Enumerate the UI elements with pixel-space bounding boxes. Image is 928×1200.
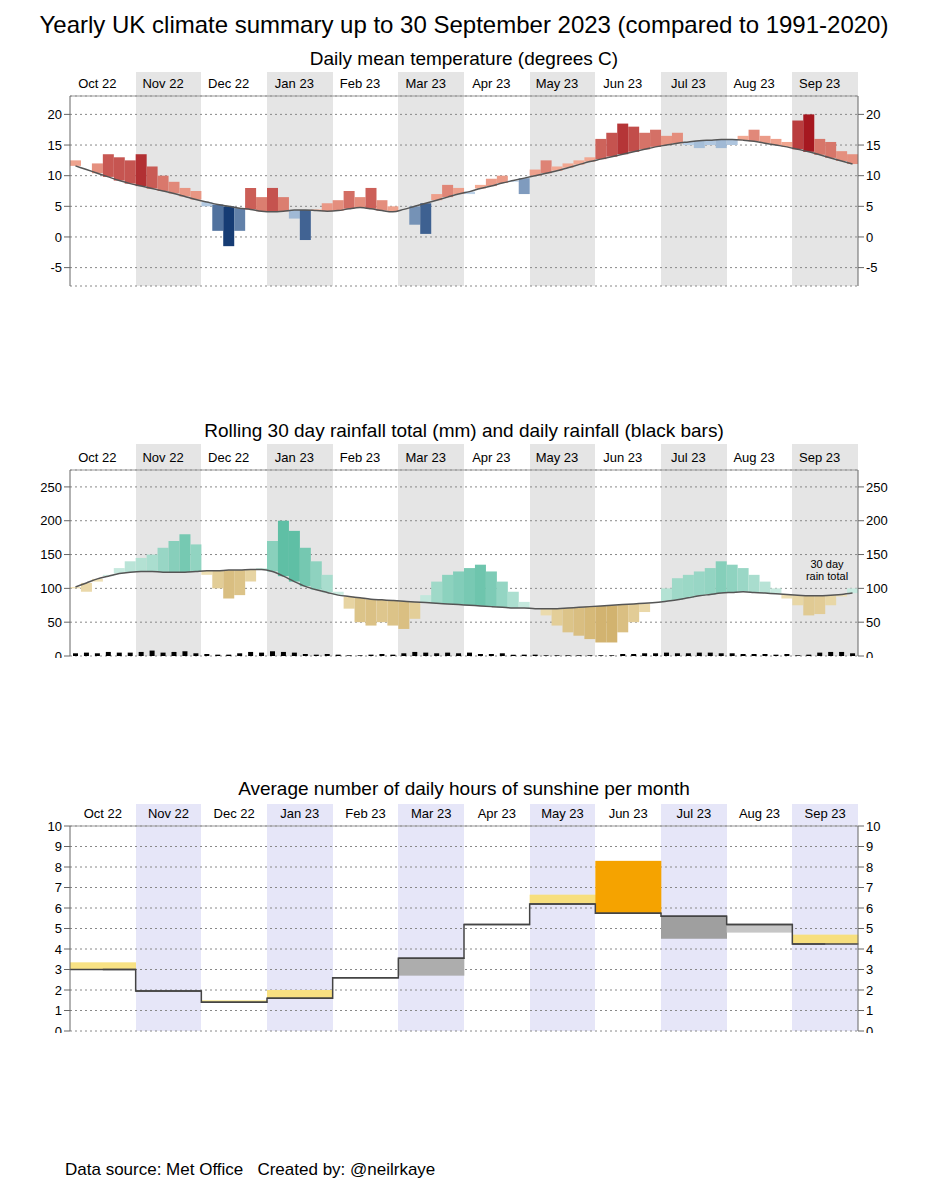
- svg-text:Nov 22: Nov 22: [142, 76, 183, 91]
- svg-text:Feb 23: Feb 23: [345, 806, 385, 821]
- svg-text:Apr 23: Apr 23: [478, 806, 516, 821]
- svg-text:0: 0: [55, 649, 62, 658]
- svg-text:Apr 23: Apr 23: [472, 76, 510, 91]
- svg-text:Dec 22: Dec 22: [214, 806, 255, 821]
- svg-text:250: 250: [866, 480, 888, 495]
- svg-text:7: 7: [55, 880, 62, 895]
- html-text:Average number of daily hours: Average number of daily hours of sunshin…: [238, 778, 690, 799]
- svg-text:8: 8: [55, 860, 62, 875]
- svg-text:Jan 23: Jan 23: [280, 806, 319, 821]
- svg-text:Nov 22: Nov 22: [142, 450, 183, 465]
- svg-text:20: 20: [48, 107, 62, 122]
- svg-text:9: 9: [55, 839, 62, 854]
- svg-text:200: 200: [40, 513, 62, 528]
- html-text:30 day rain total: 30 day rain total: [805, 558, 849, 582]
- svg-text:Sep 23: Sep 23: [799, 450, 840, 465]
- svg-text:Aug 23: Aug 23: [733, 76, 774, 91]
- html-text:Yearly UK climate summary up t: Yearly UK climate summary up to 30 Septe…: [39, 11, 889, 38]
- svg-text:Oct 22: Oct 22: [78, 76, 116, 91]
- svg-text:Oct 22: Oct 22: [78, 450, 116, 465]
- svg-text:10: 10: [48, 819, 62, 834]
- svg-text:150: 150: [40, 547, 62, 562]
- svg-text:5: 5: [866, 921, 873, 936]
- svg-text:Feb 23: Feb 23: [340, 450, 380, 465]
- html-text:Rolling 30 day rainfall total: Rolling 30 day rainfall total (mm) and d…: [204, 420, 724, 441]
- svg-text:6: 6: [55, 901, 62, 916]
- svg-text:Nov 22: Nov 22: [148, 806, 189, 821]
- svg-text:20: 20: [866, 107, 880, 122]
- svg-text:1: 1: [866, 1003, 873, 1018]
- svg-text:Oct 22: Oct 22: [84, 806, 122, 821]
- svg-text:15: 15: [48, 138, 62, 153]
- svg-text:May 23: May 23: [536, 450, 579, 465]
- svg-text:0: 0: [55, 230, 62, 245]
- svg-text:-5: -5: [50, 260, 62, 275]
- svg-text:3: 3: [55, 962, 62, 977]
- svg-text:Sep 23: Sep 23: [805, 806, 846, 821]
- svg-text:Jul 23: Jul 23: [676, 806, 711, 821]
- svg-text:100: 100: [866, 581, 888, 596]
- svg-text:0: 0: [55, 1024, 62, 1033]
- svg-text:50: 50: [48, 615, 62, 630]
- svg-text:Jan 23: Jan 23: [275, 76, 314, 91]
- svg-text:Dec 22: Dec 22: [208, 450, 249, 465]
- svg-text:Jun 23: Jun 23: [603, 76, 642, 91]
- svg-text:4: 4: [866, 942, 873, 957]
- html-text:Data source: Met Office Create: Data source: Met Office Created by: @nei…: [65, 1160, 436, 1179]
- svg-text:6: 6: [866, 901, 873, 916]
- svg-text:2: 2: [55, 983, 62, 998]
- svg-text:0: 0: [866, 1024, 873, 1033]
- svg-text:15: 15: [866, 138, 880, 153]
- svg-text:-5: -5: [866, 260, 878, 275]
- svg-text:Jun 23: Jun 23: [609, 806, 648, 821]
- svg-text:7: 7: [866, 880, 873, 895]
- svg-text:0: 0: [866, 230, 873, 245]
- svg-text:0: 0: [866, 649, 873, 658]
- svg-text:4: 4: [55, 942, 62, 957]
- svg-text:Apr 23: Apr 23: [472, 450, 510, 465]
- svg-text:5: 5: [55, 199, 62, 214]
- svg-text:3: 3: [866, 962, 873, 977]
- svg-text:Jan 23: Jan 23: [275, 450, 314, 465]
- svg-text:10: 10: [866, 168, 880, 183]
- svg-text:1: 1: [55, 1003, 62, 1018]
- svg-text:10: 10: [48, 168, 62, 183]
- svg-text:5: 5: [866, 199, 873, 214]
- svg-text:100: 100: [40, 581, 62, 596]
- svg-text:Jun 23: Jun 23: [603, 450, 642, 465]
- svg-text:Sep 23: Sep 23: [799, 76, 840, 91]
- svg-text:200: 200: [866, 513, 888, 528]
- svg-text:Jul 23: Jul 23: [671, 76, 706, 91]
- svg-text:May 23: May 23: [536, 76, 579, 91]
- svg-text:250: 250: [40, 480, 62, 495]
- svg-text:Mar 23: Mar 23: [411, 806, 451, 821]
- svg-text:5: 5: [55, 921, 62, 936]
- svg-text:150: 150: [866, 547, 888, 562]
- svg-text:8: 8: [866, 860, 873, 875]
- svg-text:50: 50: [866, 615, 880, 630]
- svg-text:Jul 23: Jul 23: [671, 450, 706, 465]
- svg-text:Mar 23: Mar 23: [405, 76, 445, 91]
- svg-text:9: 9: [866, 839, 873, 854]
- svg-text:Aug 23: Aug 23: [739, 806, 780, 821]
- svg-text:Dec 22: Dec 22: [208, 76, 249, 91]
- svg-text:2: 2: [866, 983, 873, 998]
- svg-text:Feb 23: Feb 23: [340, 76, 380, 91]
- svg-text:Mar 23: Mar 23: [405, 450, 445, 465]
- svg-text:Aug 23: Aug 23: [733, 450, 774, 465]
- svg-text:10: 10: [866, 819, 880, 834]
- html-text:Daily mean temperature (degree: Daily mean temperature (degrees C): [309, 48, 619, 69]
- svg-text:May 23: May 23: [541, 806, 584, 821]
